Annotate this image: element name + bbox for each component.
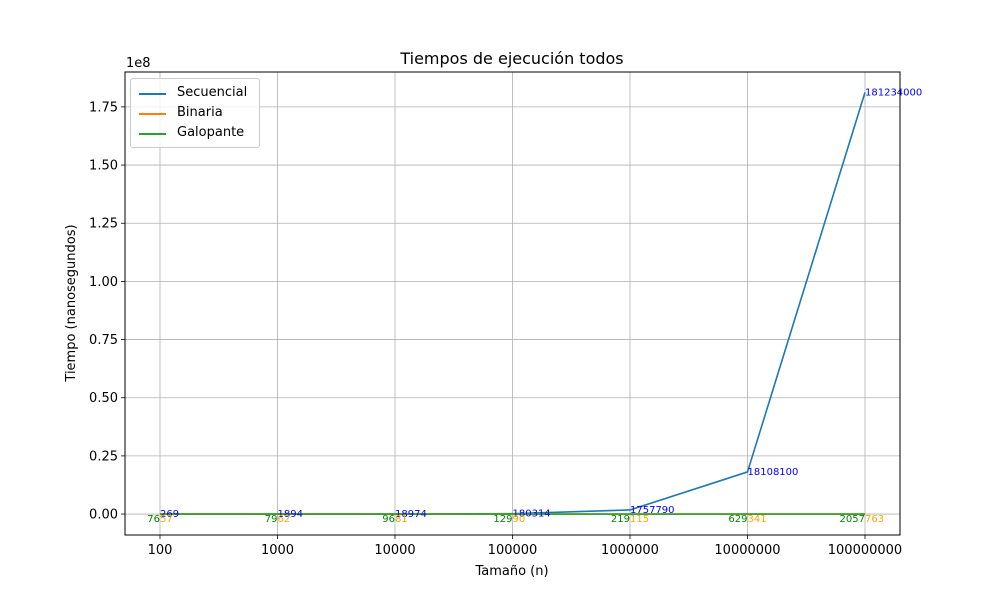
x-tick-label: 10000 bbox=[374, 543, 415, 558]
y-tick-label: 1.00 bbox=[89, 275, 118, 290]
data-label-binaria: 341 bbox=[748, 514, 767, 525]
legend-line-binaria bbox=[139, 113, 166, 115]
y-tick-label: 1.75 bbox=[89, 100, 118, 115]
y-tick-label: 0.25 bbox=[89, 449, 118, 464]
data-label-secuencial: 1757790 bbox=[630, 505, 675, 516]
data-label-binaria: 115 bbox=[630, 514, 649, 525]
data-label-binaria: 763 bbox=[865, 514, 884, 525]
chart-title: Tiempos de ejecución todos bbox=[399, 49, 623, 68]
data-label-secuencial: 180314 bbox=[513, 509, 551, 520]
x-tick-label: 10000000 bbox=[714, 543, 780, 558]
y-tick-label: 0.00 bbox=[89, 508, 118, 523]
y-tick-label: 1.50 bbox=[89, 159, 118, 174]
y-tick-label: 0.50 bbox=[89, 391, 118, 406]
axes: 100 1000 10000 100000 1000000 10000000 1000000… bbox=[89, 100, 902, 558]
series-lines bbox=[160, 92, 866, 515]
data-label-secuencial: 269 bbox=[160, 509, 179, 520]
data-label-secuencial: 181234000 bbox=[865, 87, 922, 98]
data-label-galopante: 219 bbox=[611, 514, 630, 525]
y-axis-label: Tiempo (nanosegundos) bbox=[64, 224, 79, 382]
data-label-binaria: 81 bbox=[395, 514, 408, 525]
x-tick-label: 100000000 bbox=[828, 543, 902, 558]
x-tick-label: 1000 bbox=[261, 543, 294, 558]
legend: Secuencial Binaria Galopante bbox=[130, 78, 260, 148]
x-tick-label: 100 bbox=[148, 543, 173, 558]
legend-line-secuencial bbox=[139, 93, 166, 95]
y-tick-label: 1.25 bbox=[89, 217, 118, 232]
legend-line-galopante bbox=[139, 133, 166, 135]
data-label-secuencial: 1894 bbox=[278, 509, 303, 520]
data-labels: 269 1894 18974 180314 1757790 18108100 1812340… bbox=[147, 87, 922, 525]
legend-label: Galopante bbox=[177, 125, 245, 140]
data-label-secuencial: 18974 bbox=[395, 509, 427, 520]
data-label-galopante: 129 bbox=[493, 514, 512, 525]
data-label-galopante: 76 bbox=[147, 514, 160, 525]
x-tick-label: 1000000 bbox=[601, 543, 659, 558]
data-label-galopante: 96 bbox=[382, 514, 395, 525]
data-label-binaria: 57 bbox=[160, 514, 173, 525]
y-offset-label: 1e8 bbox=[126, 56, 151, 71]
data-label-binaria: 90 bbox=[513, 514, 526, 525]
data-label-galopante: 2057 bbox=[840, 514, 865, 525]
data-label-galopante: 629 bbox=[728, 514, 747, 525]
x-tick-label: 100000 bbox=[488, 543, 538, 558]
legend-label: Binaria bbox=[177, 105, 223, 120]
data-label-secuencial: 18108100 bbox=[748, 467, 799, 478]
legend-label: Secuencial bbox=[177, 85, 248, 100]
data-label-binaria: 62 bbox=[278, 514, 291, 525]
x-axis-label: Tamaño (n) bbox=[474, 564, 548, 579]
y-tick-label: 0.75 bbox=[89, 333, 118, 348]
data-label-galopante: 79 bbox=[265, 514, 278, 525]
